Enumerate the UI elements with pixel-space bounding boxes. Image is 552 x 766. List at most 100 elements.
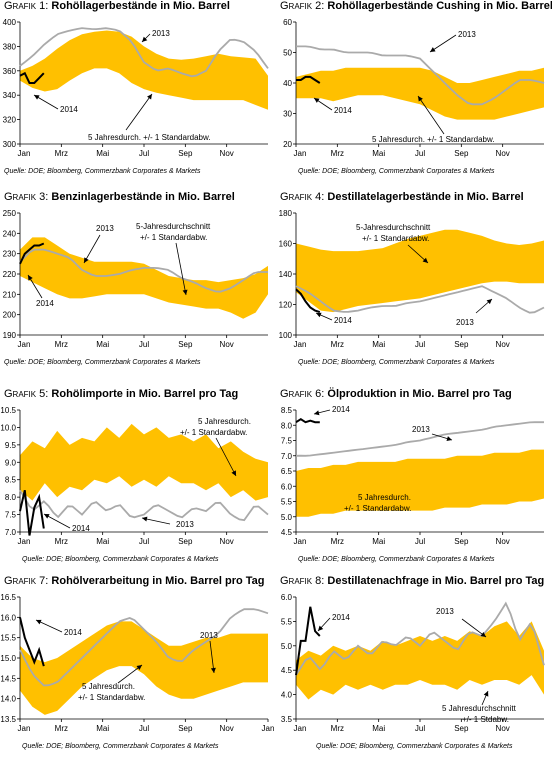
annotation-arrowhead [418, 96, 423, 102]
y-tick-label: 200 [3, 311, 17, 320]
x-tick-label: Nov [496, 724, 510, 733]
y-tick-label: 13.5 [0, 715, 16, 724]
panel-1: Grafik 1: Rohöllagerbestände in Mio. Bar… [0, 0, 276, 191]
annotation-arrowhead [36, 619, 42, 625]
annotation-arrowhead [318, 625, 324, 631]
annotation-label: 5 Jahresdurch. [358, 493, 411, 502]
std-band [296, 229, 544, 313]
series-2014-line [19, 617, 45, 667]
y-tick-label: 15.5 [0, 634, 16, 643]
y-tick-label: 7.0 [5, 528, 17, 537]
y-tick-label: 7.5 [281, 437, 293, 446]
x-tick-label: Nov [220, 537, 234, 546]
y-tick-label: 7.5 [5, 511, 17, 520]
annotation-label: +/- 1 Standardabw. [78, 693, 145, 702]
annotation-label: +/- 1 Standardabw. [344, 504, 411, 513]
x-tick-label: Mrz [55, 340, 68, 349]
panel-6: Grafik 6: Ölproduktion in Mio. Barrel pr… [276, 388, 552, 579]
annotation-arrowhead [446, 436, 452, 441]
panel-8: Grafik 8: Destillatenachfrage in Mio. Ba… [276, 575, 552, 766]
y-tick-label: 6.0 [281, 593, 293, 602]
annotation-label: 2014 [72, 524, 90, 533]
y-tick-label: 16.0 [0, 613, 16, 622]
panel-3: Grafik 3: Benzinlagerbestände in Mio. Ba… [0, 191, 276, 382]
y-tick-label: 120 [279, 301, 293, 310]
chart-7-plot: 13.5 14.0 14.5 15.0 15.5 16.0 16.5 Jan Mrz Mai Jul… [0, 593, 274, 733]
panel-5: Grafik 5: Rohölimporte in Mio. Barrel pr… [0, 388, 276, 579]
annotation-arrow [429, 34, 457, 53]
series-2013-line [19, 248, 268, 293]
chart-title: Grafik 5: Rohölimporte in Mio. Barrel pr… [4, 388, 239, 400]
y-tick-label: 360 [3, 67, 17, 76]
x-tick-label: Jan [18, 149, 31, 158]
series-2013-line [19, 608, 269, 687]
x-tick-label: Nov [496, 537, 510, 546]
annotation-arrowhead [147, 94, 152, 100]
x-tick-label: Mai [372, 724, 385, 733]
annotation-arrow [417, 95, 445, 135]
series-2013-line [19, 489, 269, 522]
annotation-label: 2013 [458, 30, 476, 39]
x-tick-label: Mrz [331, 340, 344, 349]
x-tick-label: Mai [96, 340, 109, 349]
chart-8-plot: 3.5 4.0 4.5 5.0 5.5 6.0 Jan Mrz Mai Jul Sep Nov 2014… [281, 593, 545, 733]
y-tick-label: 14.5 [0, 674, 16, 683]
series-2013-line [296, 45, 545, 106]
annotation-label: 2013 [152, 29, 170, 38]
x-tick-label: Nov [220, 724, 234, 733]
y-tick-label: 16.5 [0, 593, 16, 602]
std-band [296, 449, 544, 517]
annotation-arrow [175, 242, 187, 296]
y-tick-label: 5.0 [281, 642, 293, 651]
x-tick-label: Sep [178, 537, 193, 546]
annotation-arrowhead [34, 95, 40, 100]
annotation-arrow [209, 640, 215, 674]
x-tick-label: Jul [139, 724, 149, 733]
chart-title: Grafik 3: Benzinlagerbestände in Mio. Ba… [4, 191, 235, 203]
annotation-arrowhead [316, 312, 322, 318]
y-tick-label: 7.0 [281, 452, 293, 461]
x-tick-label: Nov [220, 149, 234, 158]
annotation-arrowhead [430, 47, 436, 52]
series-2014-line [295, 288, 321, 314]
y-tick-label: 300 [3, 140, 17, 149]
annotation-label: 5-Jahresdurchschnitt [136, 222, 211, 231]
x-tick-label: Sep [178, 149, 193, 158]
y-tick-label: 220 [3, 270, 17, 279]
annotation-arrowhead [142, 36, 148, 42]
y-tick-label: 6.5 [281, 467, 293, 476]
chart-5-plot: 7.0 7.5 8.0 8.5 9.0 9.5 10.0 10.5 Jan Mrz Mai Jul Se… [0, 406, 269, 546]
annotation-label: +/- 1 Standardabw. [140, 233, 207, 242]
x-tick-label: Nov [496, 149, 510, 158]
annotation-arrowhead [44, 514, 50, 519]
series-2014-line [19, 489, 45, 536]
annotation-label: 2013 [200, 631, 218, 640]
x-tick-label: Jul [415, 724, 425, 733]
annotation-arrow [125, 93, 153, 131]
y-tick-label: 8.5 [5, 476, 17, 485]
std-band [20, 621, 268, 715]
chart-title: Grafik 6: Ölproduktion in Mio. Barrel pr… [280, 388, 512, 400]
x-tick-label: Sep [454, 724, 469, 733]
annotation-arrowhead [314, 98, 320, 103]
y-tick-label: 400 [3, 18, 17, 27]
y-tick-label: 10.5 [0, 406, 16, 415]
y-tick-label: 20 [283, 140, 292, 149]
annotation-label: 2013 [176, 520, 194, 529]
y-tick-label: 8.5 [281, 406, 293, 415]
y-tick-label: 3.5 [281, 715, 293, 724]
std-band [20, 423, 268, 501]
annotation-label: 5 Jahresdurch. [198, 417, 251, 426]
series-2014-line [296, 75, 321, 84]
chart-title: Grafik 4: Destillatelagerbestände in Mio… [280, 191, 524, 203]
chart-source: Quelle: DOE; Bloomberg, Commerzbank Corp… [298, 168, 495, 175]
annotation-label: 2014 [64, 628, 82, 637]
annotation-label: +/- 1 Standardabw. [362, 234, 429, 243]
annotation-arrowhead [486, 299, 492, 305]
x-tick-label: Sep [454, 149, 469, 158]
annotation-label: 2014 [332, 613, 350, 622]
y-tick-label: 320 [3, 116, 17, 125]
annotation-label: +/- 1 Standardabw. [180, 428, 247, 437]
annotation-label: +/- 1 Stdabw. [462, 715, 509, 724]
